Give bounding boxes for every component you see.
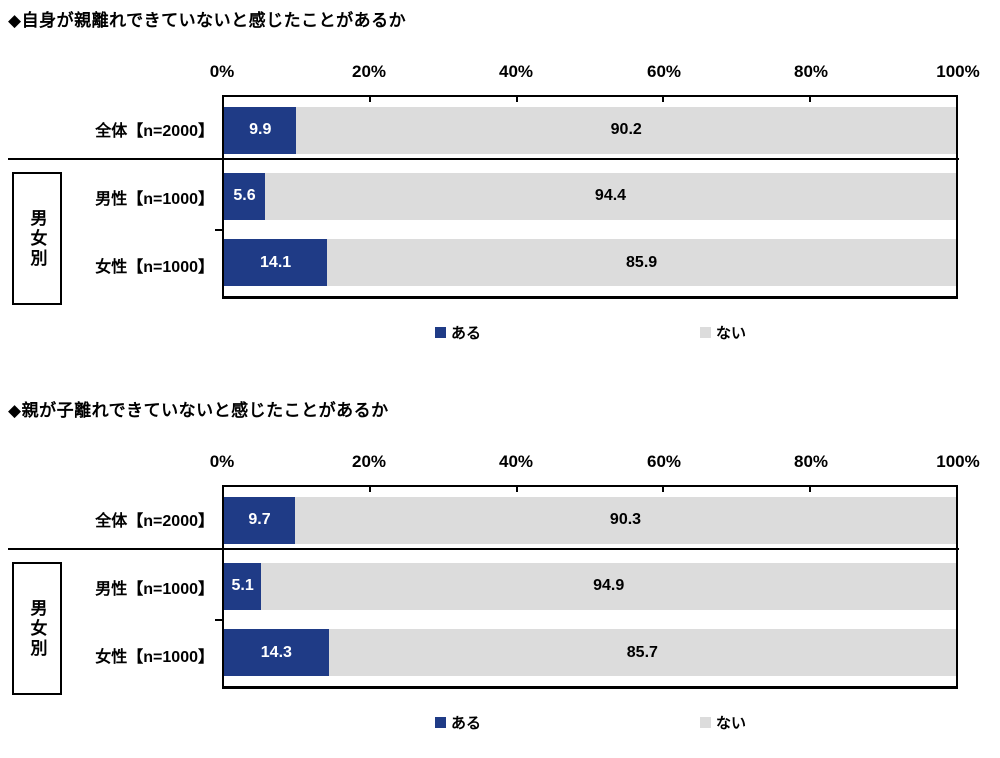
axis-tick-label: 60% xyxy=(646,62,682,81)
axis-tick-label: 0% xyxy=(209,62,235,81)
bar-segment-nai: 90.2 xyxy=(296,106,956,154)
bar-value-nai: 85.7 xyxy=(626,643,658,661)
bar-value-aru: 5.6 xyxy=(233,187,256,205)
axis-tick-label: 100% xyxy=(936,452,980,471)
category-label: 女性【n=1000】 xyxy=(95,259,214,276)
category-label: 全体【n=2000】 xyxy=(95,123,214,140)
bar-row: 14.3 85.7 xyxy=(224,620,956,686)
bar-segment-aru: 14.1 xyxy=(224,239,328,287)
category-label: 男性【n=1000】 xyxy=(95,191,214,208)
legend-label-nai: ない xyxy=(716,324,747,342)
group-label: 男女別 xyxy=(27,598,47,659)
bar-segment-nai: 94.9 xyxy=(261,562,956,610)
stacked-bar: 5.1 94.9 xyxy=(224,562,956,610)
bar-row: 5.1 94.9 xyxy=(224,553,956,619)
bar-segment-nai: 85.9 xyxy=(327,239,956,287)
group-divider-line xyxy=(8,158,959,160)
bar-segment-aru: 5.6 xyxy=(224,172,265,220)
bar-value-nai: 85.9 xyxy=(626,253,658,271)
bar-value-nai: 94.4 xyxy=(594,187,627,205)
bar-segment-aru: 14.3 xyxy=(224,629,329,677)
legend-item-nai: ない xyxy=(700,712,746,732)
category-label: 男性【n=1000】 xyxy=(95,581,214,598)
category-axis-tick xyxy=(215,618,222,621)
category-labels: 全体【n=2000】 男性【n=1000】 女性【n=1000】 xyxy=(0,485,214,689)
category-axis-tick xyxy=(215,228,222,231)
stacked-bar: 5.6 94.4 xyxy=(224,172,956,220)
axis-tick-label: 20% xyxy=(351,452,387,471)
axis-tick-mark xyxy=(808,487,811,492)
axis-tick-label: 80% xyxy=(793,452,829,471)
bar-row: 5.6 94.4 xyxy=(224,163,956,229)
group-divider-line xyxy=(8,548,959,550)
x-axis-labels: 0% 20% 40% 60% 80% 100% xyxy=(0,450,1000,474)
legend-swatch-aru xyxy=(435,326,446,338)
bar-value-aru: 14.1 xyxy=(260,253,292,271)
axis-tick-mark xyxy=(515,487,518,492)
axis-tick-label: 40% xyxy=(498,452,534,471)
plot-area: 9.9 90.2 5.6 94.4 xyxy=(215,95,958,299)
chart-title: ◆自身が親離れできていないと感じたことがあるか xyxy=(8,11,407,30)
legend-swatch-nai xyxy=(700,716,711,728)
axis-tick-label: 80% xyxy=(793,62,829,81)
bar-segment-nai: 85.7 xyxy=(328,629,956,677)
legend: ある ない xyxy=(0,322,1000,342)
bar-segment-aru: 9.7 xyxy=(224,496,295,544)
axis-tick-label: 100% xyxy=(936,62,980,81)
bar-segment-nai: 90.3 xyxy=(295,496,956,544)
axis-tick-mark xyxy=(369,97,372,102)
category-label: 女性【n=1000】 xyxy=(95,649,214,666)
axis-tick-mark xyxy=(369,487,372,492)
bar-value-nai: 90.2 xyxy=(610,121,642,139)
x-axis-labels: 0% 20% 40% 60% 80% 100% xyxy=(0,60,1000,84)
axis-tick-mark xyxy=(662,487,665,492)
axis-tick-label: 20% xyxy=(351,62,387,81)
bar-value-aru: 5.1 xyxy=(231,577,254,595)
bar-segment-nai: 94.4 xyxy=(264,172,956,220)
axis-tick-mark xyxy=(515,97,518,102)
bar-value-aru: 9.9 xyxy=(249,121,272,139)
bar-row: 9.7 90.3 xyxy=(224,487,956,553)
axis-tick-mark xyxy=(662,97,665,102)
legend-item-nai: ない xyxy=(700,322,746,342)
legend-swatch-nai xyxy=(700,326,711,338)
bar-segment-aru: 5.1 xyxy=(224,562,262,610)
legend-label-nai: ない xyxy=(716,714,747,732)
bar-value-nai: 94.9 xyxy=(593,577,625,595)
group-label-box: 男女別 xyxy=(12,172,62,305)
axis-tick-label: 0% xyxy=(209,452,235,471)
bar-value-nai: 90.3 xyxy=(609,511,642,529)
bar-row: 14.1 85.9 xyxy=(224,230,956,296)
axis-tick-mark xyxy=(808,97,811,102)
group-label-box: 男女別 xyxy=(12,562,62,695)
axis-tick-label: 60% xyxy=(646,452,682,471)
bar-row: 9.9 90.2 xyxy=(224,97,956,163)
category-label: 全体【n=2000】 xyxy=(95,513,214,530)
category-labels: 全体【n=2000】 男性【n=1000】 女性【n=1000】 xyxy=(0,95,214,299)
legend-swatch-aru xyxy=(435,716,446,728)
stacked-bar: 9.9 90.2 xyxy=(224,106,956,154)
stacked-bar: 14.3 85.7 xyxy=(224,629,956,677)
legend-item-aru: ある xyxy=(435,322,481,342)
chart-block-2: ◆親が子離れできていないと感じたことがあるか 0% 20% 40% 60% 80… xyxy=(0,390,1000,758)
bar-value-aru: 9.7 xyxy=(248,511,271,529)
chart-block-1: ◆自身が親離れできていないと感じたことがあるか 0% 20% 40% 60% 8… xyxy=(0,11,1000,342)
bar-value-aru: 14.3 xyxy=(260,643,292,661)
legend-item-aru: ある xyxy=(435,712,481,732)
legend-label-aru: ある xyxy=(451,714,482,732)
group-label: 男女別 xyxy=(27,208,47,269)
plot-area: 9.7 90.3 5.1 94.9 xyxy=(215,485,958,689)
stacked-bar: 9.7 90.3 xyxy=(224,496,956,544)
legend-label-aru: ある xyxy=(451,324,482,342)
axis-tick-label: 40% xyxy=(498,62,534,81)
chart-title: ◆親が子離れできていないと感じたことがあるか xyxy=(8,401,389,420)
legend: ある ない xyxy=(0,712,1000,732)
bar-segment-aru: 9.9 xyxy=(224,106,297,154)
stacked-bar: 14.1 85.9 xyxy=(224,239,956,287)
